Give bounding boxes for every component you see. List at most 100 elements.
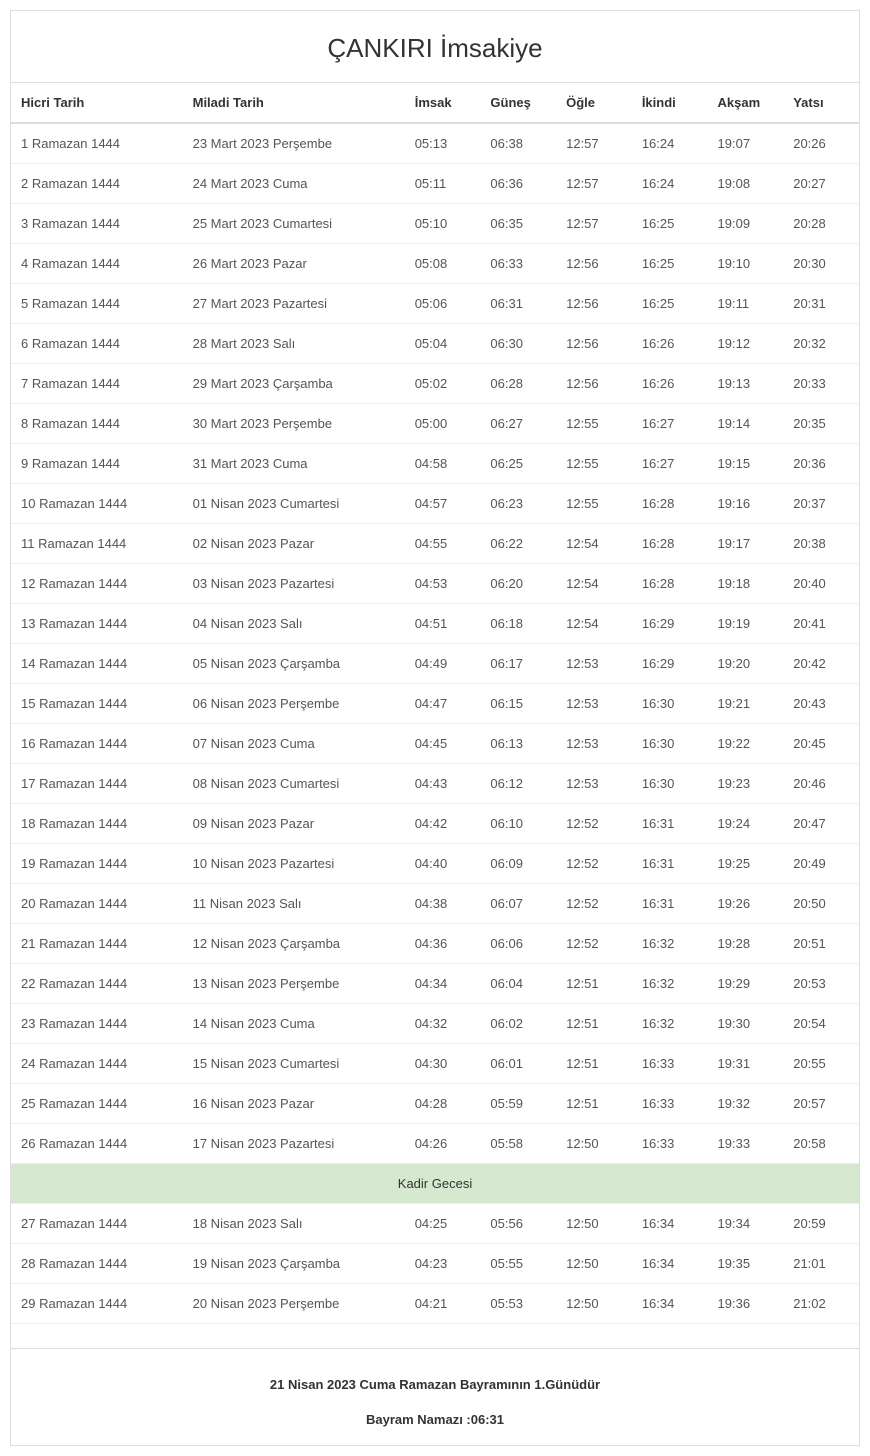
table-cell: 05:04 bbox=[405, 324, 481, 364]
table-cell: 04:53 bbox=[405, 564, 481, 604]
table-row: 21 Ramazan 144412 Nisan 2023 Çarşamba04:… bbox=[11, 924, 859, 964]
table-cell: 20:35 bbox=[783, 404, 859, 444]
table-cell: 18 Ramazan 1444 bbox=[11, 804, 183, 844]
footer-bayram-day: 21 Nisan 2023 Cuma Ramazan Bayramının 1.… bbox=[21, 1369, 849, 1404]
col-yatsi: Yatsı bbox=[783, 83, 859, 124]
table-cell: 05 Nisan 2023 Çarşamba bbox=[183, 644, 405, 684]
table-cell: 20:53 bbox=[783, 964, 859, 1004]
table-cell: 19:26 bbox=[708, 884, 784, 924]
table-cell: 20:45 bbox=[783, 724, 859, 764]
table-cell: 16:24 bbox=[632, 123, 708, 164]
table-cell: 19:17 bbox=[708, 524, 784, 564]
table-cell: 19:31 bbox=[708, 1044, 784, 1084]
table-cell: 06:20 bbox=[480, 564, 556, 604]
table-cell: 16:31 bbox=[632, 804, 708, 844]
table-cell: 20:40 bbox=[783, 564, 859, 604]
table-cell: 04:42 bbox=[405, 804, 481, 844]
table-cell: 19:36 bbox=[708, 1284, 784, 1324]
prayer-times-table: Hicri Tarih Miladi Tarih İmsak Güneş Öğl… bbox=[11, 82, 859, 1348]
table-cell: 05:58 bbox=[480, 1124, 556, 1164]
table-cell: 12:50 bbox=[556, 1244, 632, 1284]
table-cell: 19 Nisan 2023 Çarşamba bbox=[183, 1244, 405, 1284]
table-body: 1 Ramazan 144423 Mart 2023 Perşembe05:13… bbox=[11, 123, 859, 1348]
table-cell: 21:02 bbox=[783, 1284, 859, 1324]
table-cell: 19:35 bbox=[708, 1244, 784, 1284]
table-cell: 6 Ramazan 1444 bbox=[11, 324, 183, 364]
table-cell: 12:57 bbox=[556, 123, 632, 164]
table-cell: 16:31 bbox=[632, 884, 708, 924]
table-cell: 06:09 bbox=[480, 844, 556, 884]
table-cell: 06:33 bbox=[480, 244, 556, 284]
table-cell: 06:18 bbox=[480, 604, 556, 644]
table-cell: 04:23 bbox=[405, 1244, 481, 1284]
table-cell: 20:36 bbox=[783, 444, 859, 484]
table-cell: 24 Ramazan 1444 bbox=[11, 1044, 183, 1084]
table-cell: 9 Ramazan 1444 bbox=[11, 444, 183, 484]
table-cell: 25 Mart 2023 Cumartesi bbox=[183, 204, 405, 244]
table-cell: 04:51 bbox=[405, 604, 481, 644]
table-cell: 04:34 bbox=[405, 964, 481, 1004]
table-row: 24 Ramazan 144415 Nisan 2023 Cumartesi04… bbox=[11, 1044, 859, 1084]
table-row: 20 Ramazan 144411 Nisan 2023 Salı04:3806… bbox=[11, 884, 859, 924]
table-cell: 12:51 bbox=[556, 1004, 632, 1044]
table-cell: 19:29 bbox=[708, 964, 784, 1004]
table-cell: 19:18 bbox=[708, 564, 784, 604]
table-cell: 12:50 bbox=[556, 1204, 632, 1244]
table-cell: 12:52 bbox=[556, 844, 632, 884]
table-cell: 23 Ramazan 1444 bbox=[11, 1004, 183, 1044]
table-cell: 04:36 bbox=[405, 924, 481, 964]
table-cell: 12:56 bbox=[556, 284, 632, 324]
table-cell: 06:04 bbox=[480, 964, 556, 1004]
table-cell: 13 Ramazan 1444 bbox=[11, 604, 183, 644]
table-cell: 16:30 bbox=[632, 764, 708, 804]
table-cell: 3 Ramazan 1444 bbox=[11, 204, 183, 244]
table-cell: 30 Mart 2023 Perşembe bbox=[183, 404, 405, 444]
table-cell: 19:12 bbox=[708, 324, 784, 364]
table-row: 17 Ramazan 144408 Nisan 2023 Cumartesi04… bbox=[11, 764, 859, 804]
footer-bayram-namazi: Bayram Namazı :06:31 bbox=[21, 1404, 849, 1435]
col-miladi: Miladi Tarih bbox=[183, 83, 405, 124]
table-cell: 19:28 bbox=[708, 924, 784, 964]
table-cell: 16:25 bbox=[632, 204, 708, 244]
table-cell: 18 Nisan 2023 Salı bbox=[183, 1204, 405, 1244]
table-cell: 06:35 bbox=[480, 204, 556, 244]
table-cell: 12 Nisan 2023 Çarşamba bbox=[183, 924, 405, 964]
table-cell: 20:49 bbox=[783, 844, 859, 884]
table-cell: 20:32 bbox=[783, 324, 859, 364]
col-gunes: Güneş bbox=[480, 83, 556, 124]
table-cell: 12:57 bbox=[556, 164, 632, 204]
table-cell: 16:29 bbox=[632, 604, 708, 644]
table-row: 22 Ramazan 144413 Nisan 2023 Perşembe04:… bbox=[11, 964, 859, 1004]
table-cell: 16 Ramazan 1444 bbox=[11, 724, 183, 764]
table-cell: 16:28 bbox=[632, 484, 708, 524]
table-cell: 15 Nisan 2023 Cumartesi bbox=[183, 1044, 405, 1084]
table-cell: 05:59 bbox=[480, 1084, 556, 1124]
table-cell: 22 Ramazan 1444 bbox=[11, 964, 183, 1004]
table-cell: 05:08 bbox=[405, 244, 481, 284]
table-row: 19 Ramazan 144410 Nisan 2023 Pazartesi04… bbox=[11, 844, 859, 884]
table-cell: 19:33 bbox=[708, 1124, 784, 1164]
table-row: 9 Ramazan 144431 Mart 2023 Cuma04:5806:2… bbox=[11, 444, 859, 484]
table-cell: 20:28 bbox=[783, 204, 859, 244]
table-cell: 19:21 bbox=[708, 684, 784, 724]
table-cell: 12 Ramazan 1444 bbox=[11, 564, 183, 604]
col-imsak: İmsak bbox=[405, 83, 481, 124]
table-cell: 06:22 bbox=[480, 524, 556, 564]
table-cell: 20:55 bbox=[783, 1044, 859, 1084]
table-row: 13 Ramazan 144404 Nisan 2023 Salı04:5106… bbox=[11, 604, 859, 644]
table-cell: 16:33 bbox=[632, 1044, 708, 1084]
table-cell: 04:30 bbox=[405, 1044, 481, 1084]
table-cell: 01 Nisan 2023 Cumartesi bbox=[183, 484, 405, 524]
table-cell: 12:55 bbox=[556, 444, 632, 484]
table-cell: 20:38 bbox=[783, 524, 859, 564]
table-cell: 16:26 bbox=[632, 364, 708, 404]
table-row: 3 Ramazan 144425 Mart 2023 Cumartesi05:1… bbox=[11, 204, 859, 244]
table-cell: 16:32 bbox=[632, 1004, 708, 1044]
table-row: 16 Ramazan 144407 Nisan 2023 Cuma04:4506… bbox=[11, 724, 859, 764]
table-cell: 19:19 bbox=[708, 604, 784, 644]
col-ogle: Öğle bbox=[556, 83, 632, 124]
table-cell: 05:53 bbox=[480, 1284, 556, 1324]
table-cell: 12:57 bbox=[556, 204, 632, 244]
table-cell: 25 Ramazan 1444 bbox=[11, 1084, 183, 1124]
table-cell: 06:17 bbox=[480, 644, 556, 684]
